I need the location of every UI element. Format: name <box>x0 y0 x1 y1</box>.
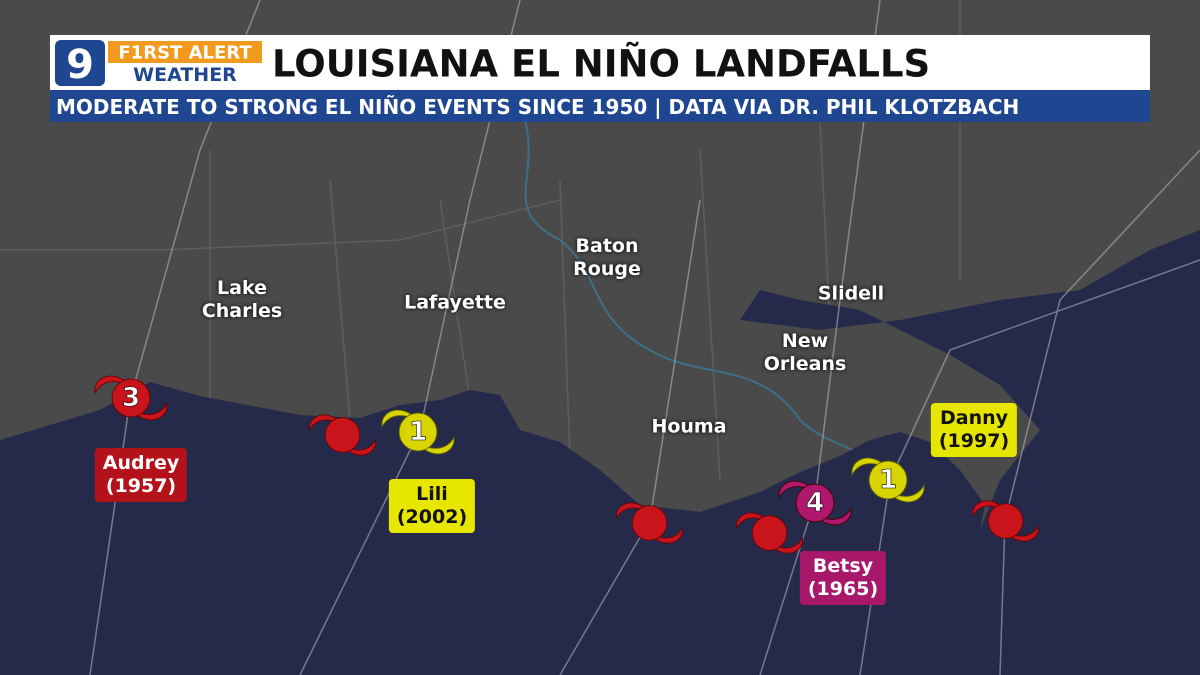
storm-name: Lili <box>416 483 448 505</box>
storm-year: (1965) <box>807 578 879 600</box>
city-label: Lafayette <box>404 291 506 314</box>
city-label: New Orleans <box>763 330 847 375</box>
logo-brand: F1RST ALERT <box>118 43 252 64</box>
category: 4 <box>806 488 824 518</box>
storm-year: (1957) <box>105 475 177 497</box>
logo-brand-sub: WEATHER <box>133 64 237 86</box>
storm-year: (2002) <box>396 506 468 528</box>
logo-channel: 9 <box>66 42 94 88</box>
storm-label: Betsy (1965) <box>799 551 887 605</box>
category: 1 <box>409 417 427 447</box>
city-label: Houma <box>651 415 727 438</box>
subtitle: MODERATE TO STRONG EL NIÑO EVENTS SINCE … <box>56 95 1019 119</box>
city-label: Slidell <box>817 282 885 305</box>
subtitle-bar <box>50 90 1150 122</box>
city-label: Baton Rouge <box>573 235 641 280</box>
hurricane-icon: 3 <box>94 375 168 421</box>
hurricane-icon: 1 <box>851 457 925 503</box>
hurricane-icon: 4 <box>778 480 852 526</box>
title: LOUISIANA EL NIÑO LANDFALLS <box>272 42 930 86</box>
city-label: Lake Charles <box>201 277 283 322</box>
storm-name: Audrey <box>102 452 180 474</box>
gulf <box>0 230 1200 675</box>
parish-lines <box>0 0 961 481</box>
storm-year: (1997) <box>938 430 1010 452</box>
storm-name: Danny <box>939 407 1009 429</box>
storm-label: Lili (2002) <box>388 479 476 533</box>
storm-name: Betsy <box>812 555 874 577</box>
hurricane-icon: 1 <box>381 409 455 455</box>
category: 1 <box>879 465 897 495</box>
river <box>524 119 961 501</box>
storm-label: Audrey (1957) <box>94 448 188 502</box>
category: 3 <box>122 383 140 413</box>
logo-badge <box>55 40 105 86</box>
logo-brand-box <box>108 41 262 63</box>
storm-label: Danny (1997) <box>930 403 1018 457</box>
